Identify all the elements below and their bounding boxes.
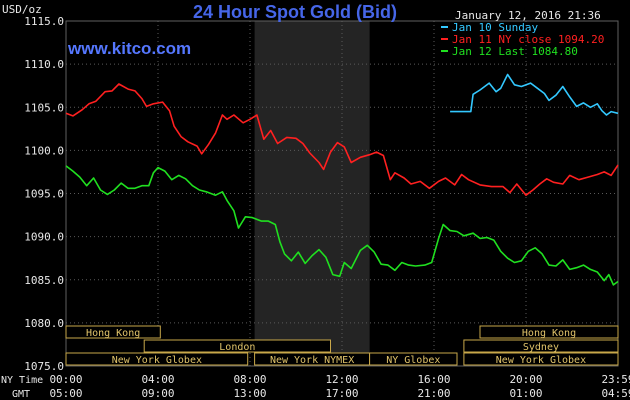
session-box [463,352,619,366]
x-tick-label-gmt: 17:00 [325,387,358,400]
market-sessions: Hong Kong London New York Globex New York N… [65,325,619,366]
legend-entry: Jan 11 NY close 1094.20 [452,33,604,46]
x-tick-label-gmt: 09:00 [141,387,174,400]
kitco-watermark: www.kitco.com [67,39,191,58]
session-box [463,339,619,353]
x-tick-label-ny: 23:59 [601,373,630,386]
session-bar: New York Globex [463,352,619,366]
y-tick-label: 1115.0 [24,15,64,28]
plot-frame [65,20,619,367]
session-label: Hong Kong [522,328,576,339]
x-tick-label-ny: 00:00 [49,373,82,386]
session-bar: Sydney [463,339,619,353]
x-tick-label-ny: 20:00 [509,373,542,386]
series-line [65,83,619,196]
y-axis: 1115.0 1110.0 1105.0 1100.0 1095.0 1090.0 1085… [24,15,64,373]
timestamp: January 12, 2016 21:36 [455,9,601,22]
x-tick-label-gmt: 13:00 [233,387,266,400]
y-tick-label: 1095.0 [24,188,64,201]
series-line [450,73,619,116]
x-tick-label-gmt: 01:00 [509,387,542,400]
session-label: London [219,342,255,353]
nymex-session-highlight [254,21,370,366]
price-series [65,73,619,286]
session-label: Sydney [523,342,559,353]
session-label: New York NYMEX [270,355,354,366]
session-bar: Hong Kong [479,325,619,339]
session-label: Hong Kong [86,328,140,339]
y-tick-label: 1075.0 [24,360,64,373]
session-box [479,325,619,339]
x-tick-label-gmt: 04:59 [601,387,630,400]
session-bar: NY Globex [369,352,458,366]
x-tick-label-ny: 16:00 [417,373,450,386]
x-tick-label-ny: 04:00 [141,373,174,386]
ny-time-label: NY Time [1,375,43,386]
x-tick-label-gmt: 21:00 [417,387,450,400]
session-box [65,325,161,339]
y-axis-label: USD/oz [2,3,42,16]
session-box [369,352,458,366]
gmt-label: GMT [12,389,30,400]
legend-entry: Jan 10 Sunday [452,21,538,34]
chart-title: 24 Hour Spot Gold (Bid) [193,2,397,22]
y-tick-label: 1100.0 [24,144,64,157]
y-tick-label: 1080.0 [24,317,64,330]
y-tick-label: 1090.0 [24,231,64,244]
session-label: NY Globex [386,355,440,366]
session-bar: New York Globex [65,352,249,366]
y-tick-label: 1085.0 [24,274,64,287]
session-label: New York Globex [112,355,202,366]
session-bar: Hong Kong [65,325,161,339]
legend-entry: Jan 12 Last 1084.80 [452,45,578,58]
series-line [65,165,619,286]
session-box [143,339,331,353]
x-tick-label-ny: 08:00 [233,373,266,386]
session-box [65,352,249,366]
x-tick-label-gmt: 05:00 [49,387,82,400]
session-bar: New York NYMEX [254,352,371,366]
y-tick-label: 1110.0 [24,58,64,71]
session-label: New York Globex [496,355,586,366]
y-tick-label: 1105.0 [24,101,64,114]
x-tick-label-ny: 12:00 [325,373,358,386]
session-bar: London [143,339,331,353]
